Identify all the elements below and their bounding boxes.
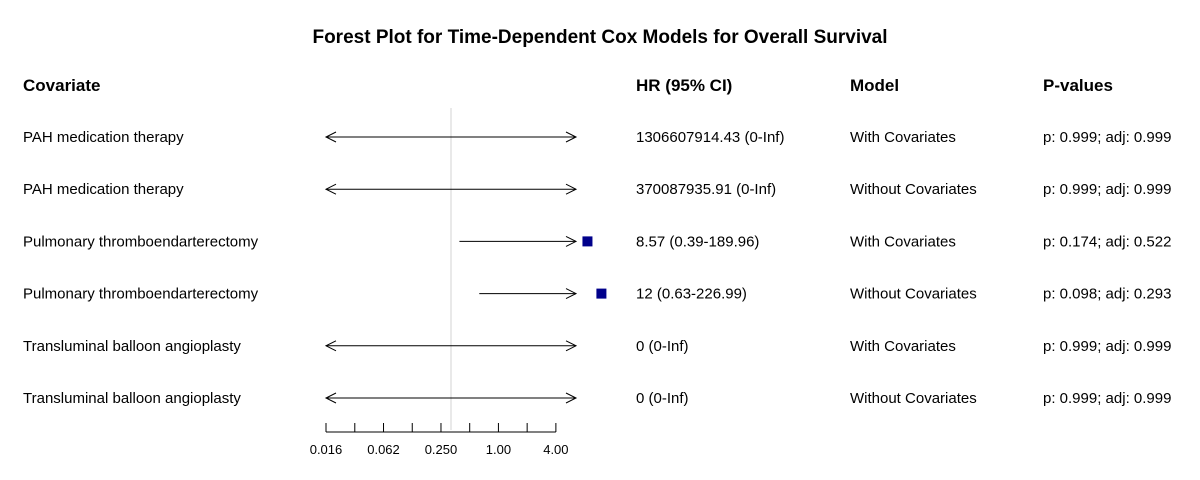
x-tick-label: 0.062 — [367, 442, 400, 457]
row-covariate-label: PAH medication therapy — [23, 129, 184, 146]
row-pvalue-label: p: 0.098; adj: 0.293 — [1043, 286, 1171, 303]
row-pvalue-label: p: 0.174; adj: 0.522 — [1043, 233, 1171, 250]
header-model: Model — [850, 76, 899, 95]
ci-left-arrow — [324, 183, 337, 195]
ci-left-arrow — [324, 340, 337, 352]
x-tick-label: 0.016 — [310, 442, 343, 457]
chart-title: Forest Plot for Time-Dependent Cox Model… — [312, 27, 887, 48]
row-pvalue-label: p: 0.999; adj: 0.999 — [1043, 338, 1171, 355]
ci-left-arrow — [324, 131, 337, 143]
row-pvalue-label: p: 0.999; adj: 0.999 — [1043, 129, 1171, 146]
row-covariate-label: Pulmonary thromboendarterectomy — [23, 233, 259, 250]
row-hr-label: 8.57 (0.39-189.96) — [636, 233, 759, 250]
header-hr: HR (95% CI) — [636, 76, 732, 95]
ci-right-arrow — [565, 235, 578, 247]
rows-layer: PAH medication therapy 1306607914.43 (0-I… — [23, 129, 1171, 407]
row-model-label: Without Covariates — [850, 390, 977, 407]
ci-right-arrow — [565, 340, 578, 352]
ci-right-arrow — [565, 131, 578, 143]
header-pvalues: P-values — [1043, 76, 1113, 95]
row-pvalue-label: p: 0.999; adj: 0.999 — [1043, 390, 1171, 407]
row-covariate-label: PAH medication therapy — [23, 181, 184, 198]
row-model-label: With Covariates — [850, 233, 956, 250]
x-tick-label: 4.00 — [543, 442, 568, 457]
row-model-label: With Covariates — [850, 129, 956, 146]
x-tick-label: 1.00 — [486, 442, 511, 457]
row-hr-label: 0 (0-Inf) — [636, 390, 689, 407]
row-hr-label: 1306607914.43 (0-Inf) — [636, 129, 784, 146]
ci-left-arrow — [324, 392, 337, 404]
ci-right-arrow — [565, 288, 578, 300]
row-model-label: Without Covariates — [850, 181, 977, 198]
row-covariate-label: Pulmonary thromboendarterectomy — [23, 286, 259, 303]
x-axis: 0.016 0.062 0.250 1.00 4.00 — [310, 423, 569, 457]
row-model-label: With Covariates — [850, 338, 956, 355]
row-hr-label: 0 (0-Inf) — [636, 338, 689, 355]
ci-right-arrow — [565, 183, 578, 195]
row-covariate-label: Transluminal balloon angioplasty — [23, 390, 241, 407]
row-pvalue-label: p: 0.999; adj: 0.999 — [1043, 181, 1171, 198]
header-covariate: Covariate — [23, 76, 100, 95]
hr-point-marker — [596, 288, 607, 299]
ci-right-arrow — [565, 392, 578, 404]
row-covariate-label: Transluminal balloon angioplasty — [23, 338, 241, 355]
row-hr-label: 370087935.91 (0-Inf) — [636, 181, 776, 198]
row-hr-label: 12 (0.63-226.99) — [636, 286, 747, 303]
x-tick-label: 0.250 — [425, 442, 458, 457]
hr-point-marker — [582, 236, 593, 247]
row-model-label: Without Covariates — [850, 286, 977, 303]
